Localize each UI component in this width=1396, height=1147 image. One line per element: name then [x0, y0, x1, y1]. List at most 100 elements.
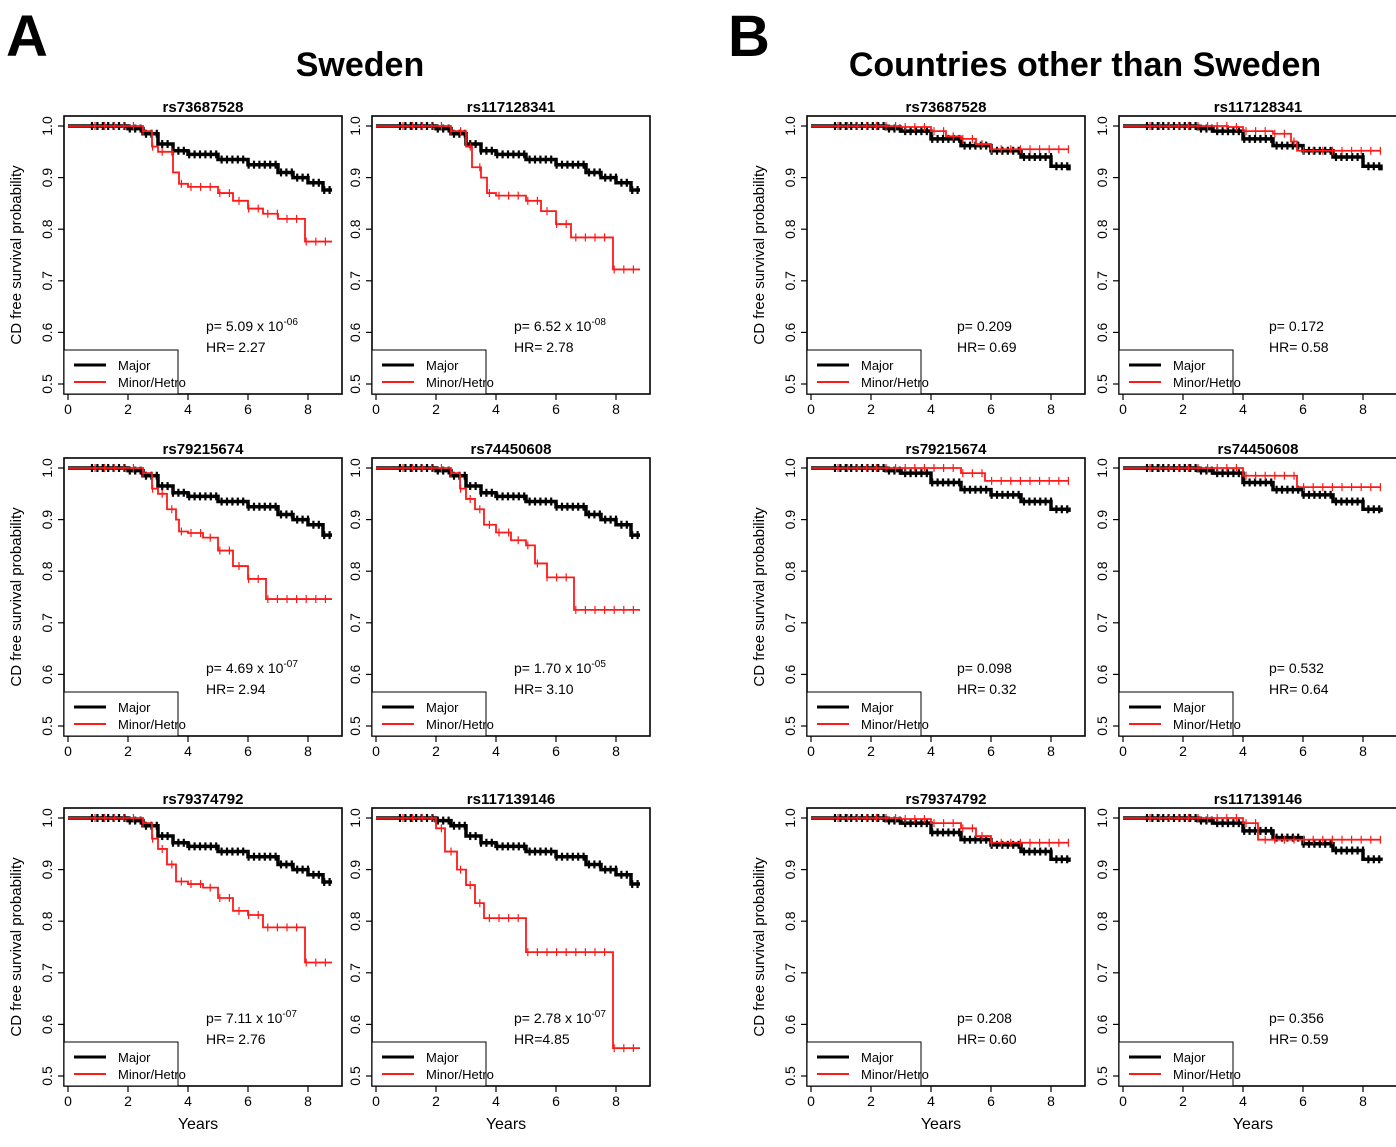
x-tick-label: 8	[612, 743, 620, 759]
x-tick-label: 4	[927, 1093, 935, 1109]
x-tick-label: 2	[124, 401, 132, 417]
x-tick-label: 2	[867, 743, 875, 759]
p-value-label: p= 0.532	[1269, 660, 1324, 676]
x-tick-label: 2	[124, 743, 132, 759]
plot-frame	[1118, 807, 1396, 1087]
plot-title: rs73687528	[906, 99, 987, 116]
y-tick-label: 0.7	[782, 613, 798, 633]
legend-label-minor: Minor/Hetro	[118, 375, 186, 390]
y-tick-label: 0.6	[1094, 664, 1110, 684]
legend-label-minor: Minor/Hetro	[1173, 375, 1241, 390]
x-tick-label: 2	[432, 743, 440, 759]
km-plot-7: rs79215674 0.5 0.6 0.7 0.8 0.9 1.0 0 2 4 6 8 CD free…	[751, 441, 1086, 759]
legend-label-major: Major	[426, 358, 459, 373]
p-value-exponent: -06	[283, 317, 298, 328]
y-tick-label: 0.5	[782, 374, 798, 394]
legend-box	[1118, 349, 1234, 395]
p-value-text: p= 0.532	[1269, 660, 1324, 676]
x-tick-label: 4	[927, 401, 935, 417]
y-tick-label: 1.0	[39, 458, 55, 478]
km-plot-1: rs73687528 0.5 0.6 0.7 0.8 0.9 1.0 0 2 4 6 8 CD free…	[8, 99, 343, 417]
x-tick-label: 4	[492, 401, 500, 417]
km-plot-9: rs79374792 0.5 0.6 0.7 0.8 0.9 1.0 0 2 4 6 8 CD free…	[8, 791, 343, 1133]
x-axis-label: Years	[178, 1116, 218, 1133]
y-axis-label: CD free survival probability	[751, 857, 768, 1037]
x-tick-label: 6	[244, 401, 252, 417]
legend-box	[371, 691, 487, 737]
survival-curve-minor	[811, 817, 1069, 844]
p-value-label: p= 0.356	[1269, 1010, 1324, 1026]
x-tick-label: 0	[1119, 1093, 1127, 1109]
x-tick-label: 8	[612, 401, 620, 417]
plot-frame	[1118, 457, 1396, 737]
y-tick-label: 1.0	[782, 808, 798, 828]
p-value-label: p= 0.098	[957, 660, 1012, 676]
plot-title: rs117139146	[467, 791, 555, 808]
y-tick-label: 0.9	[39, 860, 55, 880]
hazard-ratio-label: HR= 2.27	[206, 339, 266, 355]
plot-frame	[63, 807, 343, 1087]
x-tick-label: 6	[1299, 1093, 1307, 1109]
legend-label-major: Major	[1173, 1050, 1206, 1065]
hazard-ratio-label: HR= 0.58	[1269, 339, 1329, 355]
p-value-label: p= 0.208	[957, 1010, 1012, 1026]
legend-label-major: Major	[1173, 358, 1206, 373]
legend-label-minor: Minor/Hetro	[118, 1067, 186, 1082]
x-tick-label: 8	[1359, 401, 1367, 417]
plot-title: rs74450608	[471, 441, 552, 458]
x-axis-label: Years	[486, 1116, 526, 1133]
y-tick-label: 0.6	[1094, 322, 1110, 342]
x-tick-label: 6	[987, 1093, 995, 1109]
x-axis-label: Years	[1233, 1116, 1273, 1133]
y-tick-label: 0.9	[782, 510, 798, 530]
y-tick-label: 0.8	[347, 911, 363, 931]
p-value-text: p= 4.69 x 10	[206, 660, 284, 676]
survival-curve-major	[376, 816, 640, 886]
x-tick-label: 8	[1047, 743, 1055, 759]
plot-frame	[1118, 115, 1396, 395]
y-tick-label: 0.5	[1094, 716, 1110, 736]
section-title-other-countries: Countries other than Sweden	[848, 46, 1322, 84]
hazard-ratio-label: HR= 0.60	[957, 1031, 1017, 1047]
p-value-label: p= 1.70 x 10-05	[514, 659, 606, 676]
survival-curve-minor	[376, 125, 640, 271]
y-tick-label: 0.6	[782, 322, 798, 342]
y-tick-label: 0.7	[782, 963, 798, 983]
x-tick-label: 8	[304, 401, 312, 417]
x-tick-label: 0	[64, 743, 72, 759]
x-tick-label: 6	[552, 401, 560, 417]
legend-label-major: Major	[118, 700, 151, 715]
y-tick-label: 0.8	[1094, 561, 1110, 581]
y-tick-label: 0.9	[39, 168, 55, 188]
x-tick-label: 4	[492, 1093, 500, 1109]
y-axis-label: CD free survival probability	[751, 165, 768, 345]
hazard-ratio-label: HR= 2.78	[514, 339, 574, 355]
y-tick-label: 0.9	[1094, 860, 1110, 880]
x-tick-label: 4	[492, 743, 500, 759]
x-tick-label: 4	[927, 743, 935, 759]
x-tick-label: 6	[987, 401, 995, 417]
legend-label-major: Major	[1173, 700, 1206, 715]
x-tick-label: 4	[1239, 1093, 1247, 1109]
p-value-exponent: -07	[591, 1009, 606, 1020]
x-tick-label: 2	[867, 1093, 875, 1109]
survival-curve-major	[376, 466, 640, 537]
plot-title: rs79374792	[163, 791, 244, 808]
plot-frame	[806, 115, 1086, 395]
p-value-label: p= 0.172	[1269, 318, 1324, 334]
x-tick-label: 2	[1179, 743, 1187, 759]
x-tick-label: 4	[184, 743, 192, 759]
p-value-exponent: -08	[591, 317, 606, 328]
legend-label-major: Major	[861, 358, 894, 373]
legend-box	[1118, 1041, 1234, 1087]
y-axis-label: CD free survival probability	[751, 507, 768, 687]
y-tick-label: 0.5	[39, 1066, 55, 1086]
y-tick-label: 0.8	[347, 561, 363, 581]
y-tick-label: 0.5	[1094, 1066, 1110, 1086]
x-tick-label: 0	[372, 401, 380, 417]
legend-box	[806, 691, 922, 737]
y-tick-label: 0.9	[347, 168, 363, 188]
x-tick-label: 2	[867, 401, 875, 417]
legend-label-minor: Minor/Hetro	[118, 717, 186, 732]
y-tick-label: 0.5	[39, 716, 55, 736]
